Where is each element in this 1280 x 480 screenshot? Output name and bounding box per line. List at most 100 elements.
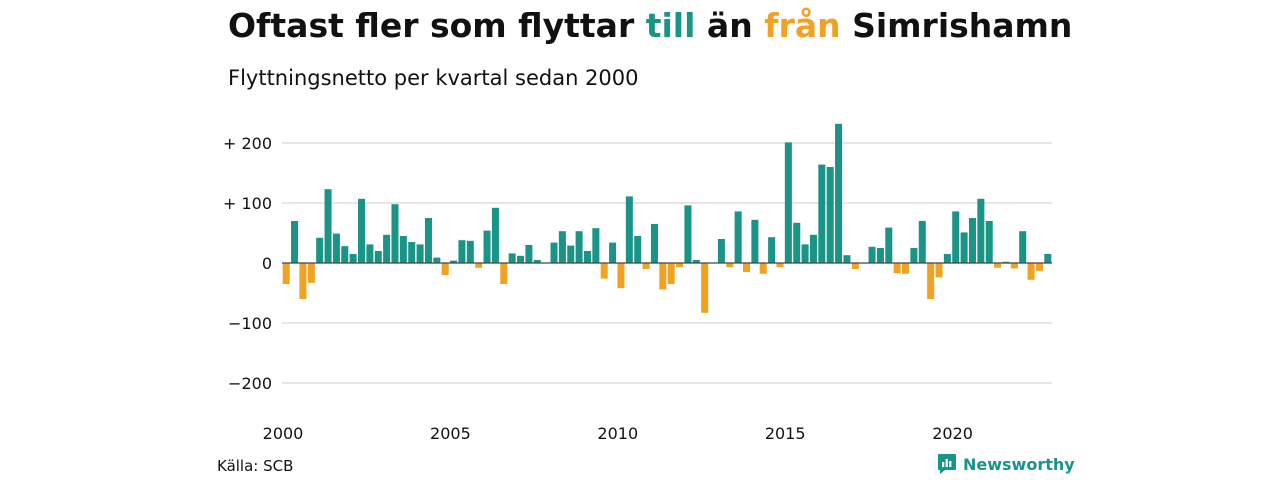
bar [600, 263, 608, 279]
title-part: från [764, 6, 841, 45]
bar [634, 236, 642, 263]
bar [592, 228, 600, 263]
bar [943, 254, 951, 263]
bar [332, 233, 340, 263]
bar [291, 221, 299, 263]
y-tick-label: −100 [228, 314, 272, 333]
bar [743, 263, 751, 272]
bar [299, 263, 307, 299]
bar-chart: + 200 + 100 0 −100 −200 2000 2005 2010 2015 2020 [223, 123, 1052, 443]
chart-subtitle: Flyttningsnetto per kvartal sedan 2000 [228, 66, 639, 90]
bar [809, 234, 817, 263]
x-tick-label: 2005 [430, 424, 471, 443]
x-tick-label: 2000 [263, 424, 304, 443]
bar [701, 263, 709, 313]
bar [583, 251, 591, 263]
bar [349, 254, 357, 263]
bar [533, 260, 541, 263]
source-note: Källa: SCB [217, 457, 294, 475]
bar [324, 189, 332, 263]
bar [1010, 263, 1018, 269]
bar [1044, 254, 1052, 263]
bar [424, 218, 432, 263]
bar [927, 263, 935, 299]
bar [475, 263, 483, 268]
bar [734, 211, 742, 263]
brand-logo[interactable]: Newsworthy [937, 453, 1075, 475]
bar [843, 255, 851, 263]
bar [835, 123, 843, 263]
bar [985, 221, 993, 263]
bar [399, 236, 407, 263]
bar [466, 240, 474, 263]
bar [918, 221, 926, 263]
bar [726, 263, 734, 268]
bar [826, 167, 834, 263]
bars [282, 123, 1052, 313]
bar [433, 257, 441, 263]
bar [885, 227, 893, 263]
bar [374, 251, 382, 263]
bar [341, 246, 349, 263]
y-tick-label: + 100 [223, 194, 272, 213]
bar [558, 231, 566, 263]
bar [625, 196, 633, 263]
y-tick-label: + 200 [223, 134, 272, 153]
bar [508, 253, 516, 263]
bar [650, 224, 658, 263]
bar [416, 244, 424, 263]
bar [759, 263, 767, 274]
bar [751, 219, 759, 263]
bar [876, 248, 884, 263]
bar [684, 205, 692, 263]
bar [968, 218, 976, 263]
bar [617, 263, 625, 289]
bar [517, 255, 525, 263]
bar [316, 237, 324, 263]
title-part: Oftast fler som flyttar [228, 6, 646, 45]
x-axis-ticks: 2000 2005 2010 2015 2020 [263, 424, 973, 443]
bar [667, 263, 675, 284]
bar [458, 240, 466, 263]
bar [282, 263, 290, 284]
bar [776, 263, 784, 268]
bar [525, 245, 533, 263]
bar [491, 207, 499, 263]
chart-title: Oftast fler som flyttar till än från Sim… [228, 6, 1072, 45]
bar [994, 263, 1002, 268]
bar [784, 142, 792, 263]
bar [366, 244, 374, 263]
bar [642, 263, 650, 269]
bar [768, 237, 776, 263]
bar [952, 211, 960, 263]
bar [358, 198, 366, 263]
bar [383, 234, 391, 263]
brand-name: Newsworthy [963, 454, 1075, 474]
y-tick-label: 0 [262, 254, 272, 273]
title-part: Simrishamn [840, 6, 1073, 45]
bar [441, 263, 449, 275]
bar [935, 263, 943, 278]
newsworthy-logo-icon [938, 454, 956, 474]
bar [1027, 263, 1035, 280]
bar [902, 263, 910, 274]
bar [910, 248, 918, 263]
bar [450, 260, 458, 263]
bar [483, 230, 491, 263]
bar [676, 263, 684, 268]
title-part: till [645, 6, 696, 45]
bar [550, 242, 558, 263]
bar [818, 164, 826, 263]
bar [851, 263, 859, 269]
gridlines [282, 142, 1052, 384]
bar [500, 263, 508, 284]
bar [692, 260, 700, 263]
y-tick-label: −200 [228, 374, 272, 393]
title-part: än [695, 6, 765, 45]
bar [977, 198, 985, 263]
bar [1035, 263, 1043, 271]
bar [868, 246, 876, 263]
x-tick-label: 2015 [765, 424, 806, 443]
bar [575, 231, 583, 263]
bar [801, 244, 809, 263]
